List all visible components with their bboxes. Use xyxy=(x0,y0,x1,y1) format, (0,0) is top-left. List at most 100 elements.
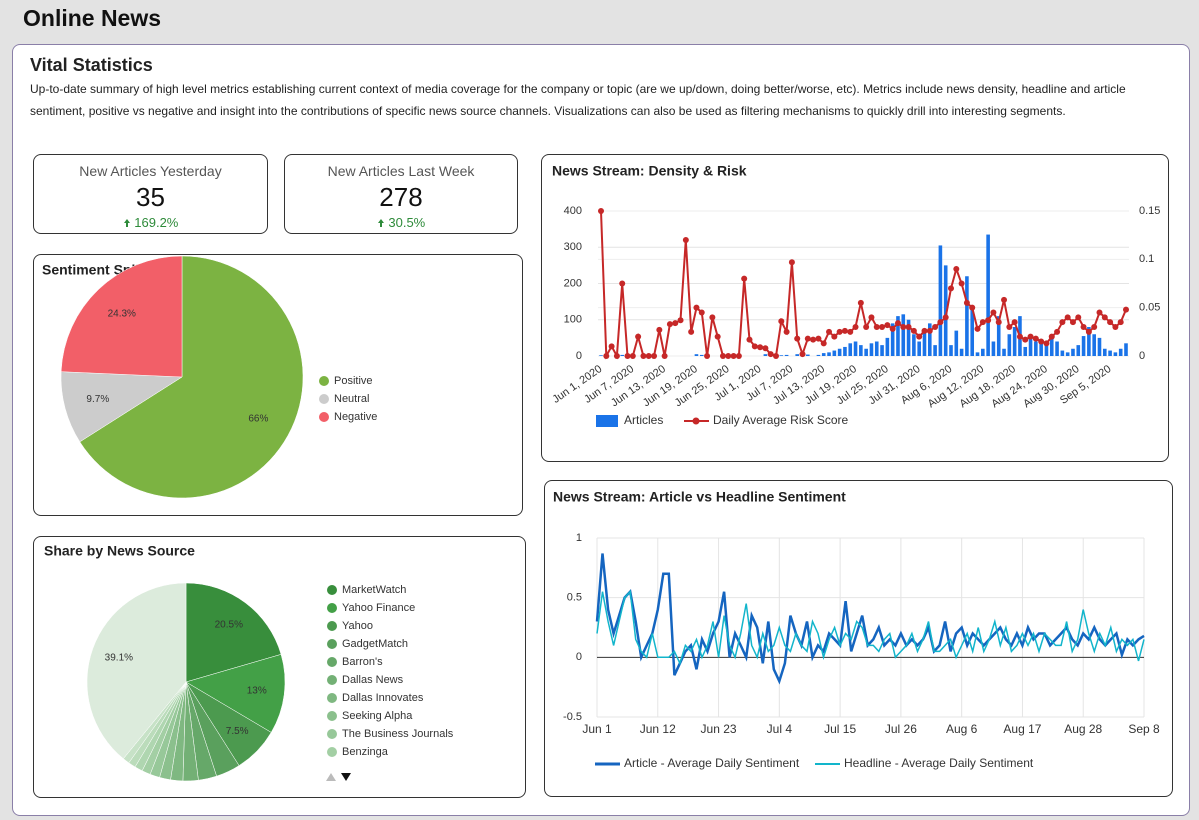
legend-swatch xyxy=(319,394,329,404)
risk-point xyxy=(926,327,933,334)
risk-point xyxy=(857,299,864,306)
bar xyxy=(901,314,906,356)
bar xyxy=(1044,341,1049,356)
risk-point xyxy=(719,353,726,359)
bar xyxy=(763,354,768,356)
legend-page-up[interactable] xyxy=(326,773,336,781)
risk-point xyxy=(916,333,923,340)
risk-point xyxy=(613,353,620,359)
risk-point xyxy=(863,324,870,330)
legend-swatch xyxy=(596,415,618,427)
legend-swatch xyxy=(327,621,337,631)
risk-point xyxy=(1112,324,1119,330)
scorecard-label: New Articles Yesterday xyxy=(79,163,222,179)
legend-swatch xyxy=(319,376,329,386)
source-card: Share by News Source 20.5% 13% 7.5% 39.1% Ma… xyxy=(33,536,526,798)
x-tick-label: Jun 23 xyxy=(701,722,737,736)
scorecard[interactable]: New Articles Last Week 278 30.5% xyxy=(284,154,518,234)
bar xyxy=(1049,337,1054,356)
risk-point xyxy=(1032,335,1039,342)
slice-label: 24.3% xyxy=(108,309,136,320)
risk-point xyxy=(746,336,753,343)
risk-point xyxy=(905,324,912,330)
legend-page-down[interactable] xyxy=(341,773,351,781)
bar xyxy=(620,354,625,356)
legend-label: Daily Average Risk Score xyxy=(713,413,848,427)
legend-label: Barron's xyxy=(342,656,383,668)
risk-point xyxy=(1006,324,1013,330)
bar xyxy=(1028,337,1033,356)
scorecard-label: New Articles Last Week xyxy=(327,163,475,179)
risk-point xyxy=(942,314,949,321)
risk-point xyxy=(714,333,721,340)
bar xyxy=(1113,352,1118,356)
risk-point xyxy=(1064,314,1071,321)
bar xyxy=(1108,350,1112,356)
risk-point xyxy=(985,317,992,324)
legend-label: Neutral xyxy=(334,393,369,405)
risk-point xyxy=(979,319,986,326)
bar xyxy=(1076,345,1081,356)
risk-point xyxy=(778,318,785,325)
risk-point xyxy=(804,335,811,342)
risk-point xyxy=(693,304,700,311)
risk-point xyxy=(974,325,981,332)
legend-swatch xyxy=(327,729,337,739)
risk-point xyxy=(799,351,806,358)
pie-slice xyxy=(185,654,286,733)
bar xyxy=(806,354,810,356)
risk-point xyxy=(1085,328,1092,335)
series-line xyxy=(596,590,1145,666)
legend-label: Article - Average Daily Sentiment xyxy=(624,756,800,770)
risk-point xyxy=(1011,319,1018,326)
scorecard[interactable]: New Articles Yesterday 35 169.2% xyxy=(33,154,268,234)
y2-tick-label: 0 xyxy=(1139,350,1145,362)
pie-chart[interactable]: Share by News Source 20.5% 13% 7.5% 39.1% Ma… xyxy=(34,537,525,797)
bar xyxy=(1012,327,1017,356)
legend-swatch xyxy=(327,693,337,703)
risk-point xyxy=(879,324,886,330)
risk-point xyxy=(783,328,790,335)
legend-label: GadgetMatch xyxy=(342,638,408,650)
x-tick-label: Jun 1 xyxy=(582,722,612,736)
risk-point xyxy=(672,320,679,327)
x-tick-label: Jul 26 xyxy=(885,722,917,736)
risk-point xyxy=(1043,340,1050,347)
pie-slice xyxy=(79,255,304,499)
bar xyxy=(599,355,603,356)
risk-point xyxy=(1022,336,1029,343)
slice-label: 39.1% xyxy=(105,653,133,664)
combo-chart[interactable]: News Stream: Density & Risk 0 100 200 300 400… xyxy=(542,155,1168,461)
risk-point xyxy=(698,309,705,316)
pie-chart[interactable]: Sentiment Split66%9.7%24.3%PositiveNeutr… xyxy=(34,255,522,515)
risk-point xyxy=(688,328,695,335)
scorecard-value: 35 xyxy=(136,182,165,212)
section-title: Vital Statistics xyxy=(30,55,153,75)
bar xyxy=(885,337,890,356)
risk-point xyxy=(629,353,636,359)
pie-slice xyxy=(60,371,183,443)
risk-point xyxy=(677,317,684,324)
bar xyxy=(1124,343,1128,356)
risk-point xyxy=(836,328,843,335)
risk-point xyxy=(709,314,716,321)
bar xyxy=(853,341,858,356)
risk-point xyxy=(773,353,779,359)
risk-point xyxy=(788,259,795,266)
legend-swatch xyxy=(319,412,329,422)
bar xyxy=(880,345,884,356)
risk-point xyxy=(651,353,658,359)
legend-label: MarketWatch xyxy=(342,584,406,596)
risk-point xyxy=(1107,319,1114,326)
legend-label: Yahoo xyxy=(342,620,373,632)
risk-point xyxy=(735,353,742,359)
risk-point xyxy=(852,324,859,330)
x-tick-label: Jun 12 xyxy=(640,722,676,736)
line-chart[interactable]: News Stream: Article vs Headline Sentime… xyxy=(545,481,1172,796)
scorecard-value: 278 xyxy=(379,182,423,212)
x-tick-label: Jul 4 xyxy=(767,722,793,736)
risk-point xyxy=(1091,324,1098,330)
risk-point xyxy=(624,353,631,359)
risk-point xyxy=(932,324,939,330)
